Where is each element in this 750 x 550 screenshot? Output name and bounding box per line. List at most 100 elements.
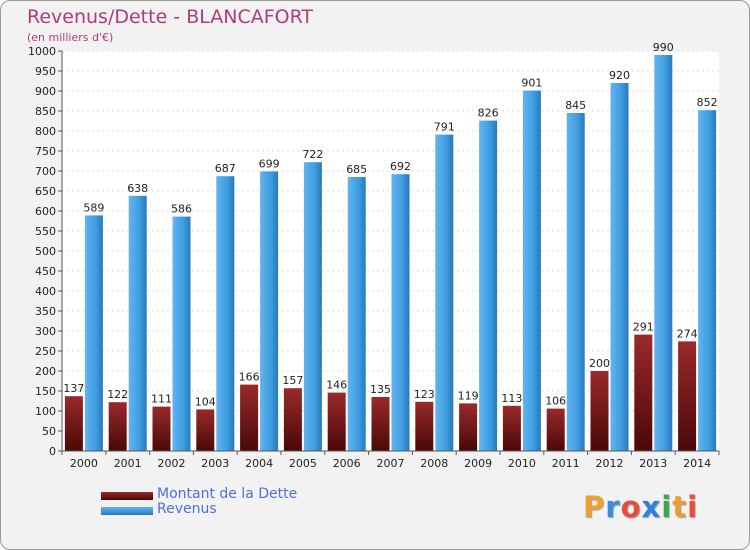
data-label-revenus: 901 — [521, 77, 542, 90]
data-label-revenus: 990 — [653, 41, 674, 54]
data-label-dette: 200 — [589, 357, 610, 370]
y-tick-label: 750 — [35, 145, 56, 158]
dark-red-bar-swatch-icon — [101, 492, 153, 500]
bar-revenus — [391, 174, 410, 451]
bar-revenus — [654, 55, 673, 451]
y-tick-label: 0 — [49, 445, 56, 458]
data-label-revenus: 920 — [609, 69, 630, 82]
data-label-dette: 135 — [370, 383, 391, 396]
bar-revenus — [172, 216, 191, 451]
x-tick-label: 2002 — [158, 457, 186, 470]
bar-dette — [240, 384, 259, 451]
data-label-dette: 113 — [501, 392, 522, 405]
bar-revenus — [566, 113, 585, 451]
bar-dette — [590, 371, 609, 451]
data-label-revenus: 791 — [434, 121, 455, 134]
data-label-dette: 123 — [414, 388, 435, 401]
bar-dette — [371, 397, 390, 451]
data-label-revenus: 589 — [83, 201, 104, 214]
bar-dette — [459, 403, 478, 451]
x-tick-label: 2010 — [508, 457, 536, 470]
x-tick-label: 2001 — [114, 457, 142, 470]
x-tick-label: 2014 — [683, 457, 711, 470]
y-tick-label: 400 — [35, 285, 56, 298]
logo-letter: P — [583, 490, 606, 524]
data-label-revenus: 692 — [390, 160, 411, 173]
data-label-revenus: 826 — [478, 107, 499, 120]
y-tick-label: 550 — [35, 225, 56, 238]
bar-dette — [108, 402, 127, 451]
x-tick-label: 2013 — [639, 457, 667, 470]
bar-revenus — [698, 110, 717, 451]
bar-dette — [64, 396, 83, 451]
bar-dette — [634, 334, 653, 451]
logo-letter: i — [687, 490, 699, 524]
data-label-dette: 111 — [151, 393, 172, 406]
bar-dette — [152, 406, 171, 451]
data-label-dette: 106 — [545, 395, 566, 408]
x-tick-label: 2000 — [70, 457, 98, 470]
logo-letter: x — [641, 490, 662, 524]
y-tick-label: 1000 — [28, 45, 56, 58]
y-tick-label: 300 — [35, 325, 56, 338]
y-tick-label: 850 — [35, 105, 56, 118]
proxiti-logo: Proxiti — [583, 490, 698, 524]
x-tick-label: 2006 — [333, 457, 361, 470]
y-tick-label: 650 — [35, 185, 56, 198]
x-tick-label: 2004 — [245, 457, 273, 470]
y-tick-label: 800 — [35, 125, 56, 138]
bar-revenus — [479, 120, 498, 451]
x-tick-label: 2005 — [289, 457, 317, 470]
data-label-revenus: 685 — [346, 163, 367, 176]
chart-subtitle: (en milliers d'€) — [27, 31, 114, 44]
data-label-dette: 119 — [458, 389, 479, 402]
y-tick-label: 200 — [35, 365, 56, 378]
y-tick-label: 350 — [35, 305, 56, 318]
y-tick-label: 450 — [35, 265, 56, 278]
logo-letter: t — [672, 490, 688, 524]
bar-revenus — [216, 176, 235, 451]
x-tick-label: 2009 — [464, 457, 492, 470]
x-tick-label: 2007 — [377, 457, 405, 470]
bar-revenus — [435, 134, 454, 451]
data-label-dette: 274 — [677, 327, 698, 340]
data-label-dette: 146 — [326, 379, 347, 392]
blue-bar-swatch-icon — [101, 507, 153, 515]
y-tick-label: 250 — [35, 345, 56, 358]
bar-revenus — [128, 195, 147, 451]
data-label-revenus: 852 — [697, 96, 718, 109]
bar-dette — [678, 341, 697, 451]
x-tick-label: 2011 — [552, 457, 580, 470]
x-tick-label: 2012 — [596, 457, 624, 470]
bar-revenus — [347, 177, 366, 451]
y-tick-label: 700 — [35, 165, 56, 178]
data-label-revenus: 845 — [565, 99, 586, 112]
legend-label-revenus: Revenus — [157, 501, 217, 517]
bar-revenus — [84, 215, 103, 451]
data-label-dette: 122 — [107, 388, 128, 401]
logo-letter: r — [605, 490, 621, 524]
bar-dette — [327, 392, 346, 451]
bar-dette — [546, 408, 565, 451]
bar-dette — [502, 405, 521, 451]
y-tick-label: 50 — [42, 425, 56, 438]
legend-label-dette: Montant de la Dette — [157, 486, 298, 502]
x-tick-label: 2008 — [420, 457, 448, 470]
bar-dette — [283, 388, 302, 451]
bar-dette — [415, 401, 434, 451]
data-label-dette: 291 — [633, 321, 654, 334]
plot-area — [62, 51, 719, 451]
bar-revenus — [303, 162, 322, 451]
logo-letter: o — [620, 490, 642, 524]
y-tick-label: 950 — [35, 65, 56, 78]
bar-revenus — [610, 83, 629, 451]
data-label-dette: 137 — [63, 382, 84, 395]
y-tick-label: 150 — [35, 385, 56, 398]
data-label-revenus: 699 — [259, 157, 280, 170]
y-tick-label: 500 — [35, 245, 56, 258]
x-tick-label: 2003 — [201, 457, 229, 470]
data-label-dette: 157 — [282, 374, 303, 387]
bar-revenus — [522, 90, 541, 451]
